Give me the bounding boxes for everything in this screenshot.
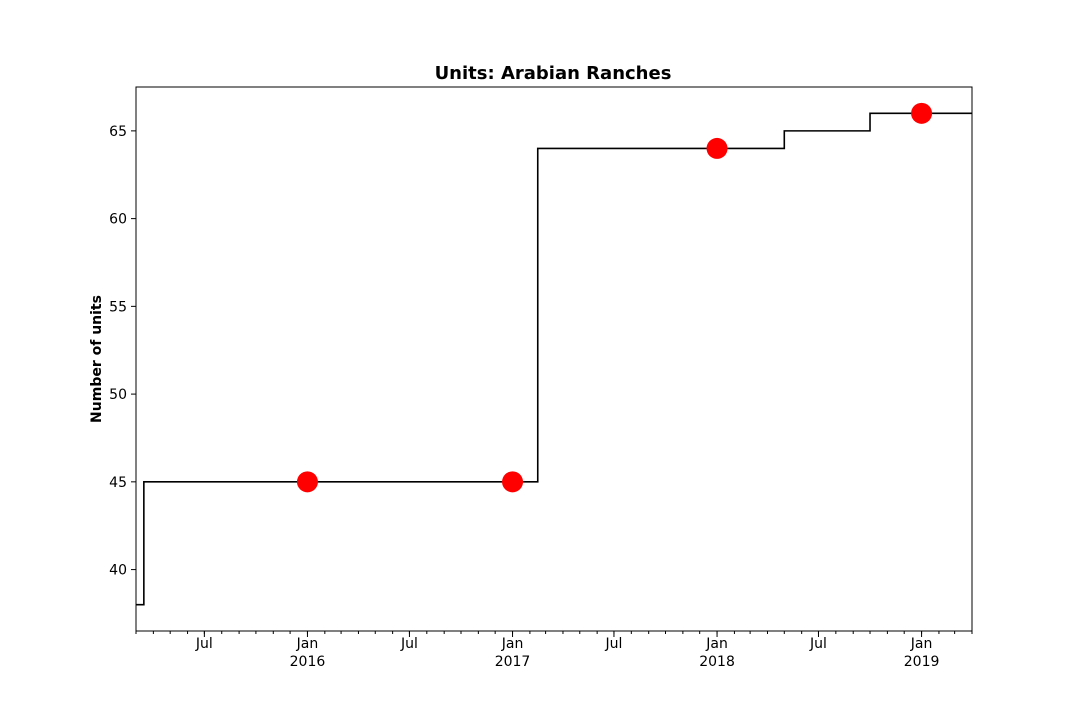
y-tick-label: 50 <box>109 387 127 403</box>
x-tick-year-label: 2016 <box>290 654 326 670</box>
x-tick-label: Jan <box>296 636 319 652</box>
series-layer <box>136 102 972 606</box>
data-point-marker <box>296 471 318 493</box>
x-tick-label: Jul <box>195 636 213 652</box>
y-tick-label: 40 <box>109 563 127 579</box>
y-axis-label: Number of units <box>89 295 105 423</box>
x-tick-year-label: 2017 <box>495 654 531 670</box>
y-axis: 40 45 50 55 60 65 <box>109 124 136 579</box>
series-step-line <box>136 112 972 606</box>
data-point-marker <box>706 137 728 159</box>
x-tick-year-label: 2018 <box>699 654 735 670</box>
x-tick-label: Jul <box>400 636 418 652</box>
y-tick-label: 45 <box>109 475 127 491</box>
chart-title: Units: Arabian Ranches <box>435 63 672 84</box>
x-tick-label: Jan <box>501 636 524 652</box>
y-tick-label: 55 <box>109 299 127 315</box>
plot-area <box>135 86 973 632</box>
x-tick-year-label: 2019 <box>904 654 940 670</box>
y-tick-label: 65 <box>109 124 127 140</box>
data-point-marker <box>911 102 933 124</box>
y-tick-label: 60 <box>109 212 127 228</box>
x-tick-label: Jul <box>605 636 623 652</box>
x-tick-label: Jul <box>809 636 827 652</box>
x-axis: Jul Jan 2016 Jul Jan 2017 Jul Jan 2018 Jul Jan 2019 <box>135 631 973 670</box>
plot-frame <box>135 86 973 632</box>
x-tick-label: Jan <box>705 636 728 652</box>
x-tick-label: Jan <box>910 636 933 652</box>
data-point-marker <box>502 471 524 493</box>
